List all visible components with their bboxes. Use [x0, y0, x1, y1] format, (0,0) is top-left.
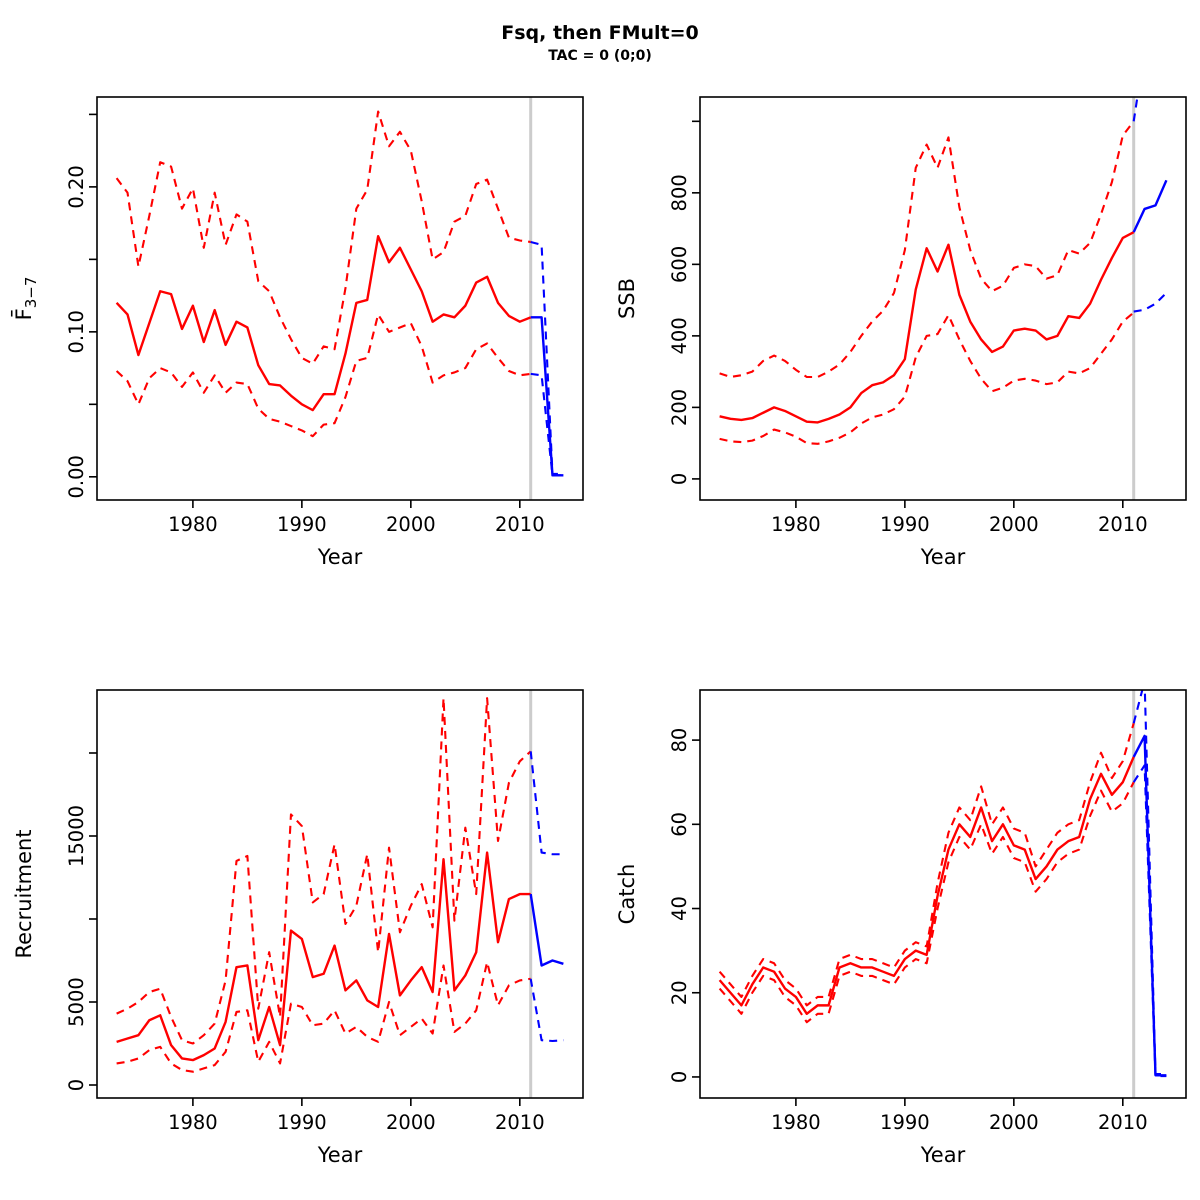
y-tick-label: 60	[668, 812, 691, 837]
x-axis-title: Year	[920, 545, 966, 569]
fbar-median-history-line	[115, 234, 532, 412]
x-tick-label: 2000	[386, 1111, 436, 1134]
y-axis-title: Recruitment	[12, 829, 36, 958]
ssb-lower-projection-line	[1133, 292, 1168, 313]
recruitment-median-projection-line	[529, 893, 564, 967]
fbar-lower-history-line	[115, 313, 531, 438]
plot-border	[96, 689, 584, 1099]
panel-ssb: 1980 1990 2000 2010 0 200 400 600 800 Year SSB	[615, 96, 1187, 569]
x-tick-label: 1990	[277, 513, 327, 536]
panel-fbar: 1980 1990 2000 2010 0.00 0.10 0.20 Year F̄3−7	[11, 96, 584, 569]
x-tick-label: 2010	[495, 513, 545, 536]
y-tick-label: 5000	[65, 977, 88, 1027]
recruitment-upper-history-line	[116, 697, 532, 1045]
panel-recruitment: 1980 1990 2000 2010 0 5000 15000 Year Recruitmen…	[12, 689, 584, 1167]
y-tick-label: 0	[668, 473, 691, 485]
ssb-median-history-line	[719, 231, 1135, 424]
y-axis-title: Catch	[615, 864, 639, 925]
chart-title: Fsq, then FMult=0	[501, 22, 699, 44]
y-tick-label: 0	[65, 1079, 88, 1091]
x-tick-label: 1990	[277, 1111, 327, 1134]
y-axis-title: SSB	[615, 278, 639, 319]
recruitment-median-history-line	[116, 851, 531, 1062]
y-axis-title: F̄3−7	[11, 277, 40, 321]
x-tick-label: 2010	[1098, 513, 1148, 536]
fbar-upper-history-line	[115, 110, 531, 365]
chart-subtitle: TAC = 0 (0;0)	[548, 48, 652, 64]
y-tick-label: 200	[668, 389, 691, 426]
catch-lower-projection-line	[1132, 764, 1167, 1078]
plot-border	[96, 96, 584, 501]
catch-lower-history-line	[718, 781, 1135, 1024]
x-axis-title: Year	[920, 1143, 966, 1167]
x-axis-title: Year	[317, 545, 363, 569]
catch-median-history-line	[718, 756, 1135, 1015]
y-tick-label: 20	[668, 980, 691, 1005]
y-tick-label: 400	[668, 317, 691, 354]
fbar-median-projection-line	[530, 316, 564, 477]
y-tick-label: 0.20	[65, 165, 88, 208]
ssb-upper-projection-line	[1132, 97, 1139, 122]
fbar-lower-projection-line	[530, 372, 564, 477]
x-tick-label: 2000	[989, 513, 1039, 536]
plot-region-catch	[718, 690, 1167, 1098]
plot-border	[699, 96, 1187, 501]
y-tick-label: 0	[668, 1071, 691, 1083]
y-tick-label: 0.10	[65, 310, 88, 353]
ssb-median-projection-line	[1132, 179, 1168, 233]
x-tick-label: 2000	[386, 513, 436, 536]
x-tick-label: 1980	[771, 1111, 821, 1134]
y-tick-label: 600	[668, 246, 691, 283]
plot-region-fbar	[115, 97, 564, 500]
y-tick-label: 800	[668, 174, 691, 211]
x-axis-title: Year	[317, 1143, 363, 1167]
plot-region-recruitment	[116, 690, 564, 1098]
y-tick-label: 40	[668, 896, 691, 921]
y-tick-label: 0.00	[65, 455, 88, 498]
ssb-lower-history-line	[719, 311, 1135, 445]
plot-border	[699, 689, 1187, 1099]
ssb-upper-history-line	[719, 120, 1135, 379]
x-tick-label: 2010	[495, 1111, 545, 1134]
y-tick-label: 15000	[65, 805, 88, 867]
recruitment-lower-projection-line	[529, 978, 564, 1043]
plot-region-ssb	[719, 97, 1168, 500]
x-tick-label: 1980	[771, 513, 821, 536]
x-tick-label: 2000	[989, 1111, 1039, 1134]
recruitment-upper-projection-line	[529, 751, 564, 856]
y-tick-label: 80	[668, 728, 691, 753]
x-tick-label: 1990	[880, 1111, 930, 1134]
x-tick-label: 1980	[168, 1111, 218, 1134]
panel-catch: 1980 1990 2000 2010 0 20 40 60 80 Year Catch	[615, 689, 1187, 1167]
catch-upper-history-line	[718, 722, 1135, 1007]
x-tick-label: 1990	[880, 513, 930, 536]
x-tick-label: 2010	[1098, 1111, 1148, 1134]
x-tick-label: 1980	[168, 513, 218, 536]
fbar-upper-projection-line	[530, 240, 564, 475]
